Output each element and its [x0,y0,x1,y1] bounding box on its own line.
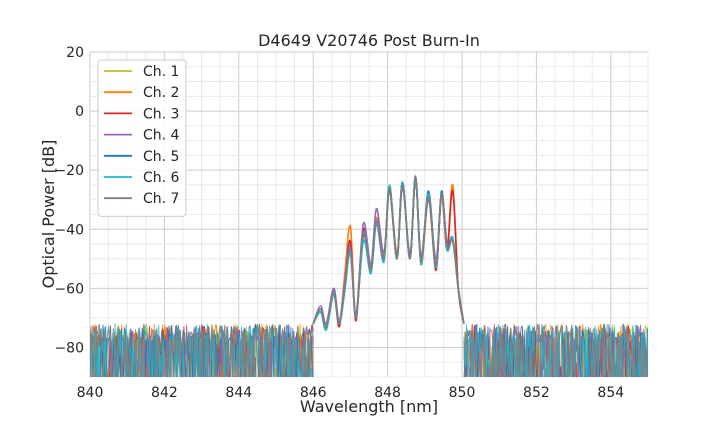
y-tick-label: 20 [66,45,84,61]
y-tick-label: −40 [54,222,84,238]
x-tick-label: 842 [151,385,178,401]
y-tick-labels: 20 0 −20 −40 −60 −80 [54,45,84,356]
x-tick-label: 848 [374,385,401,401]
x-tick-label: 854 [597,385,624,401]
legend-label: Ch. 1 [143,64,179,80]
series-line-ch-7 [312,175,465,328]
series-lines [312,175,465,331]
x-tick-label: 850 [449,385,476,401]
legend-label: Ch. 4 [143,128,180,144]
legend-label: Ch. 6 [143,170,180,186]
y-tick-label: −60 [54,281,84,297]
y-axis-label: Optical Power [dB] [39,140,58,289]
x-axis-label: Wavelength [nm] [300,397,438,416]
legend-label: Ch. 3 [143,106,179,122]
noise-floor [90,323,648,377]
legend: Ch. 1 Ch. 2 Ch. 3 Ch. 4 Ch. 5 Ch. 6 Ch. 7 [97,59,187,217]
y-tick-label: −20 [54,163,84,179]
x-tick-label: 840 [77,385,104,401]
y-tick-label: −80 [54,340,84,356]
legend-label: Ch. 5 [143,149,179,165]
y-tick-label: 0 [75,104,84,120]
legend-label: Ch. 7 [143,191,179,207]
legend-label: Ch. 2 [143,85,179,101]
x-tick-label: 846 [300,385,327,401]
noise-ch-7 [90,323,648,377]
x-tick-label: 852 [523,385,550,401]
x-tick-labels: 840 842 844 846 848 850 852 854 [77,385,625,401]
chart-title: D4649 V20746 Post Burn-In [258,31,480,50]
x-tick-label: 844 [225,385,252,401]
